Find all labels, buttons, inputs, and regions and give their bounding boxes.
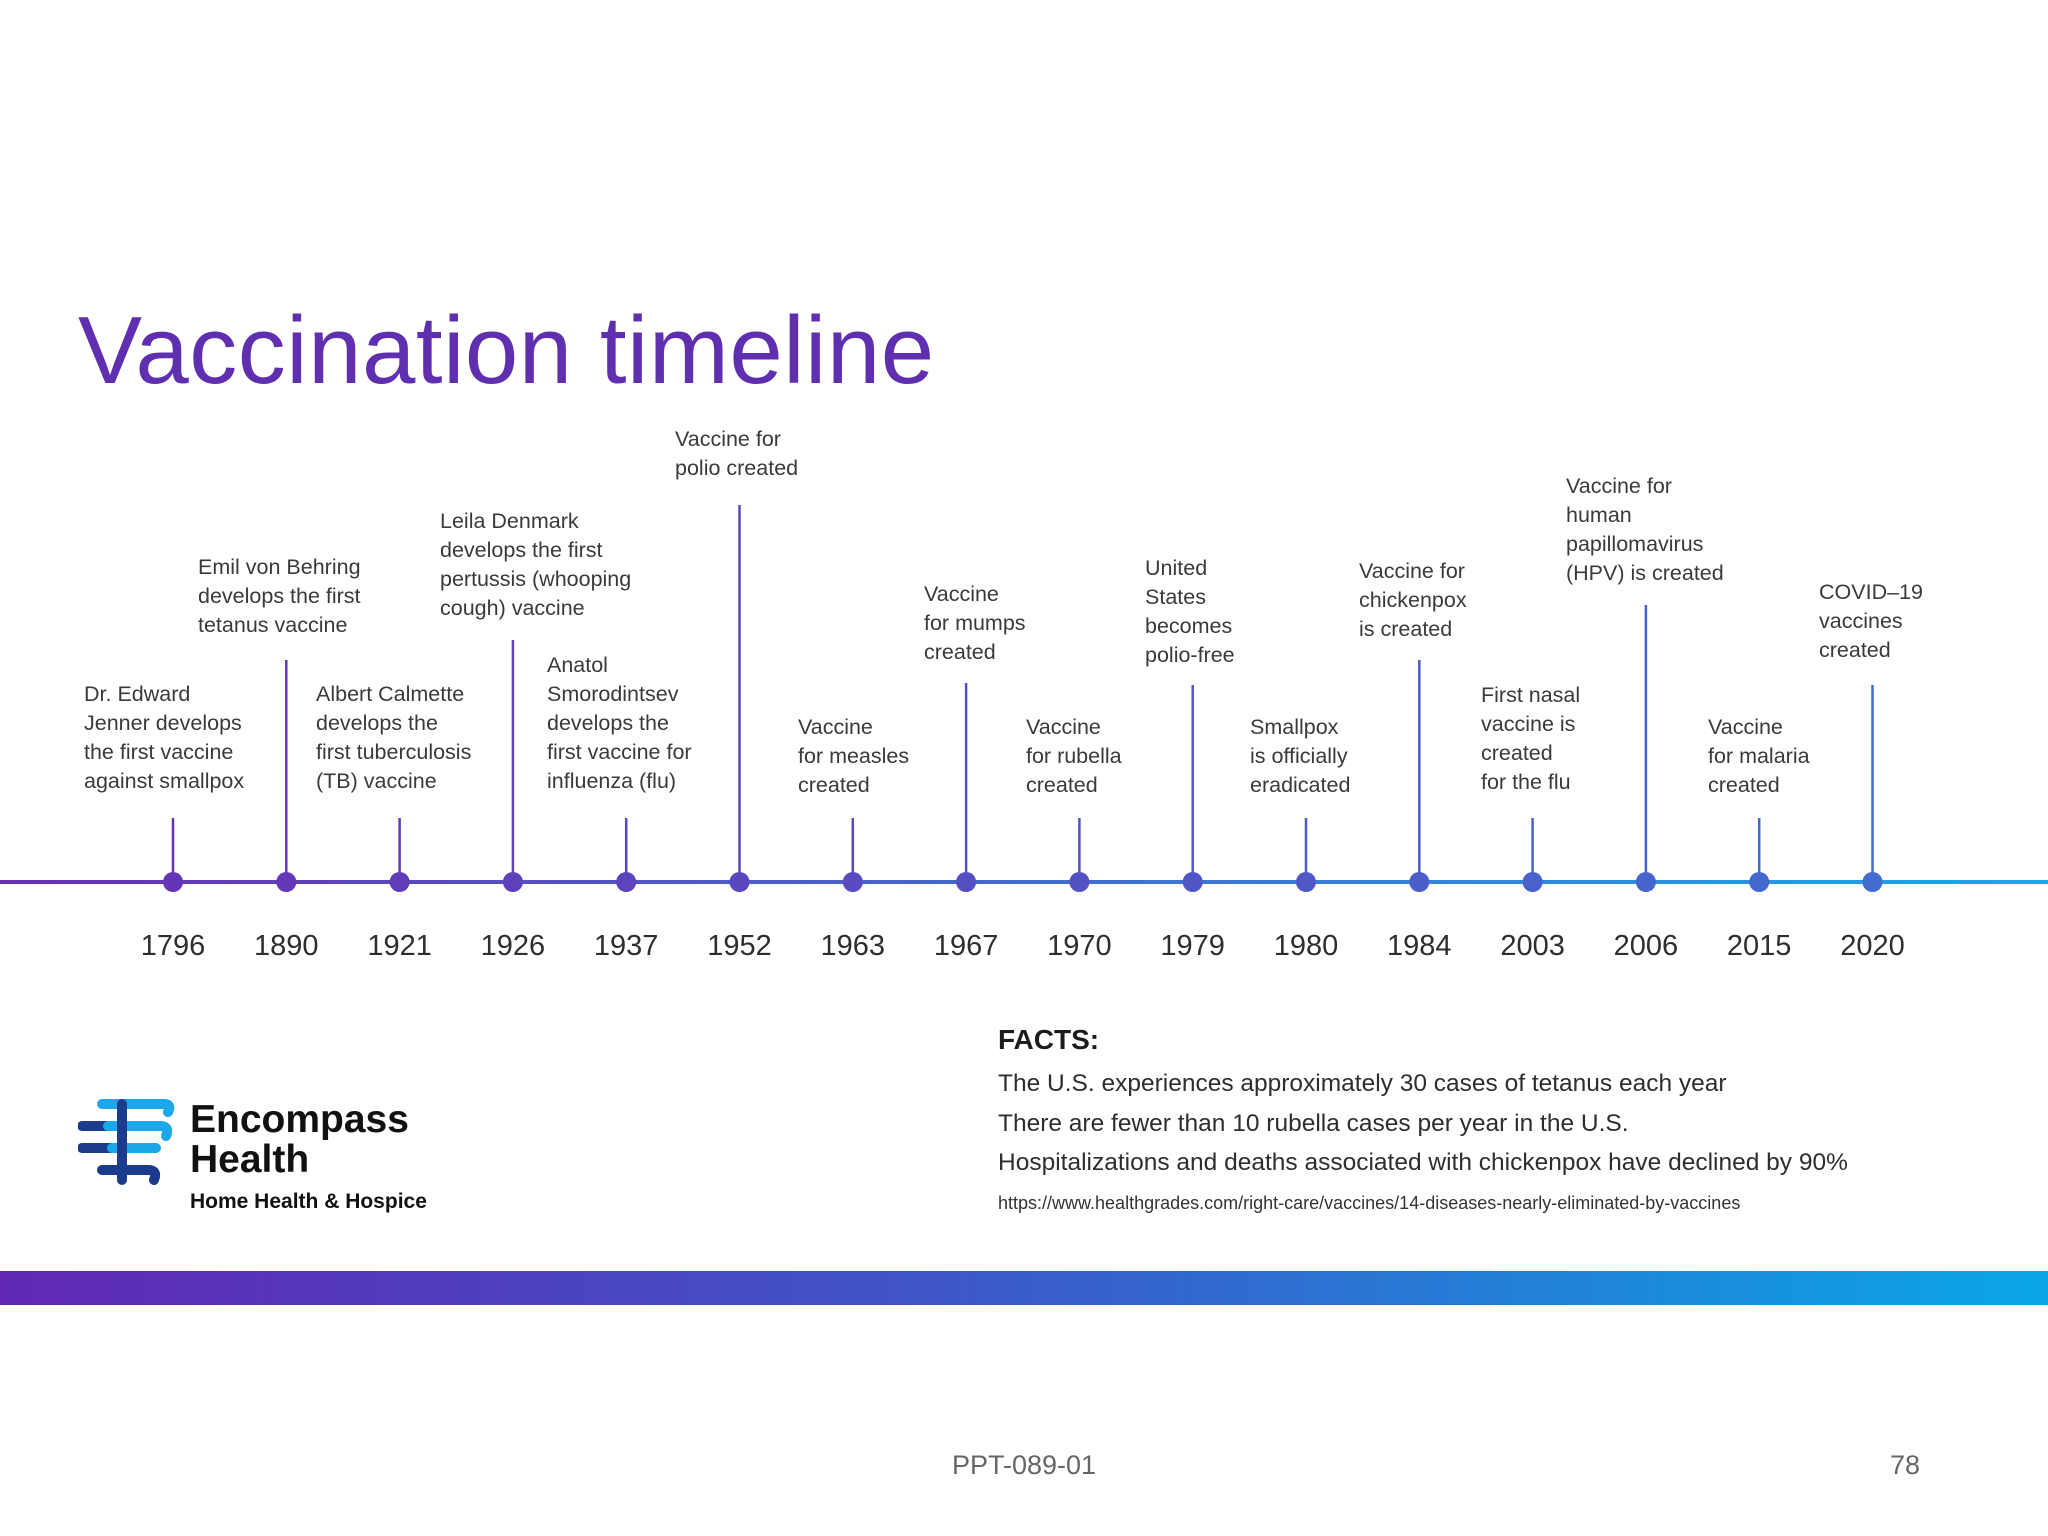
timeline-year-label: 2006	[1613, 930, 1679, 962]
timeline-event-description: COVID–19 vaccines created	[1819, 580, 1923, 662]
timeline-event-dot	[276, 872, 297, 892]
timeline-event-description: Vaccine for chickenpox is created	[1359, 559, 1467, 641]
timeline-event-description: Leila Denmark develops the first pertuss…	[440, 509, 632, 620]
timeline-year-label: 1984	[1387, 930, 1452, 962]
timeline-year-label: 1970	[1047, 930, 1112, 962]
timeline-event-dot	[1182, 872, 1203, 892]
page-number: 78	[1890, 1450, 1921, 1480]
decorative-gradient-band	[0, 1271, 2048, 1305]
timeline-event-description: Vaccine for polio created	[675, 427, 799, 480]
timeline-year-label: 2020	[1840, 930, 1905, 962]
timeline-event-dot	[163, 872, 183, 892]
facts-source-link[interactable]: https://www.healthgrades.com/right-care/…	[998, 1192, 1741, 1213]
timeline-graphic	[0, 505, 2048, 892]
slide-title: Vaccination timeline	[78, 297, 935, 404]
timeline-event-dot	[1522, 872, 1543, 892]
timeline-event-description: Vaccine for human papillomavirus (HPV) i…	[1566, 474, 1724, 585]
timeline-event-dot	[1749, 872, 1770, 892]
fact-item: There are fewer than 10 rubella cases pe…	[998, 1109, 1629, 1137]
fact-item: The U.S. experiences approximately 30 ca…	[998, 1070, 1727, 1097]
timeline-year-label: 1890	[254, 930, 319, 962]
timeline-event-dot	[1069, 872, 1090, 892]
timeline-event-dot	[1635, 872, 1656, 892]
footer-document-code: PPT-089-01	[951, 1450, 1097, 1480]
timeline-year-label: 1937	[593, 930, 659, 962]
encompass-logo-icon	[78, 1099, 175, 1185]
timeline-year-label: 2015	[1726, 930, 1792, 962]
fact-item: Hospitalizations and deaths associated w…	[998, 1149, 1848, 1176]
logo-wordmark: Encompass Health	[190, 1098, 409, 1181]
timeline-event-dot	[729, 872, 750, 892]
timeline-event-dot	[1296, 872, 1316, 892]
facts-section: FACTS: The U.S. experiences approximatel…	[998, 1024, 2008, 1214]
timeline-year-label: 1963	[820, 930, 886, 962]
timeline-event-dot	[956, 872, 977, 892]
timeline-event-dot	[1862, 872, 1883, 892]
timeline-event-dot	[616, 872, 637, 892]
logo-subtitle: Home Health & Hospice	[190, 1190, 427, 1213]
timeline-event-description: United States becomes polio-free	[1145, 556, 1235, 667]
facts-heading: FACTS:	[998, 1024, 1100, 1055]
timeline-year-label: 1979	[1160, 930, 1225, 962]
timeline-year-label: 1980	[1273, 930, 1339, 962]
timeline-year-label: 1952	[707, 930, 772, 962]
timeline-year-label: 1926	[480, 930, 546, 962]
timeline-year-label: 1796	[140, 930, 206, 962]
timeline-event-description: Vaccine for measles created	[798, 715, 910, 797]
encompass-health-logo: Encompass Health Home Health & Hospice	[78, 1096, 478, 1226]
timeline-event-description: Smallpox is officially eradicated	[1250, 715, 1351, 797]
timeline-year-label: 2003	[1500, 930, 1565, 962]
timeline-event-description: Anatol Smorodintsev develops the first v…	[547, 653, 692, 793]
timeline-event-description: First nasal vaccine is created for the f…	[1481, 683, 1581, 794]
timeline-year-label: 1921	[367, 930, 432, 962]
timeline-event-description: Vaccine for rubella created	[1026, 715, 1122, 797]
timeline-event-description: Albert Calmette develops the first tuber…	[316, 682, 472, 793]
timeline-year-label: 1967	[933, 930, 999, 962]
timeline-event-description: Dr. Edward Jenner develops the first vac…	[84, 682, 245, 793]
timeline-event-dot	[842, 872, 863, 892]
timeline-event-description: Vaccine for malaria created	[1708, 715, 1810, 797]
timeline-event-description: Vaccine for mumps created	[924, 582, 1026, 664]
timeline-event-dot	[502, 872, 523, 892]
timeline-event-description: Emil von Behring develops the first teta…	[198, 555, 361, 637]
timeline-event-dot	[389, 872, 410, 892]
timeline-event-dot	[1409, 872, 1430, 892]
